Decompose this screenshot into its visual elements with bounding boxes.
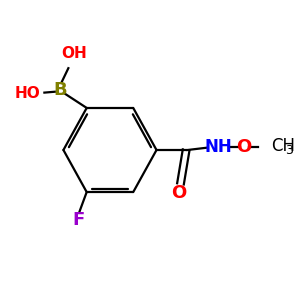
Text: NH: NH: [205, 138, 232, 156]
Text: F: F: [72, 211, 84, 229]
Text: CH: CH: [271, 137, 295, 155]
Text: B: B: [53, 81, 67, 99]
Text: O: O: [236, 138, 252, 156]
Text: O: O: [171, 184, 187, 202]
Text: OH: OH: [61, 46, 87, 61]
Text: HO: HO: [15, 86, 40, 101]
Text: 3: 3: [285, 144, 293, 157]
